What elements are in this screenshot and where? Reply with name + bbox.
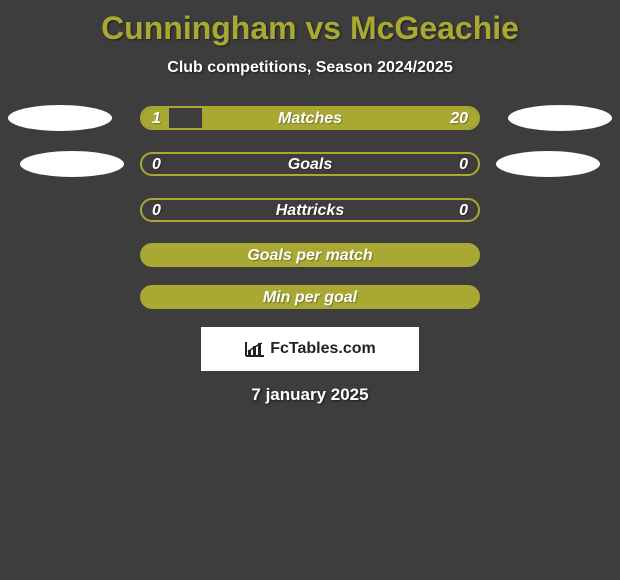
stat-label: Hattricks bbox=[142, 202, 478, 220]
stat-label: Matches bbox=[142, 110, 478, 128]
stat-label: Goals bbox=[142, 156, 478, 174]
subtitle: Club competitions, Season 2024/2025 bbox=[0, 59, 620, 77]
comparison-widget: Cunningham vs McGeachie Club competition… bbox=[0, 0, 620, 405]
badge-text: FcTables.com bbox=[270, 340, 376, 358]
date-text: 7 january 2025 bbox=[0, 385, 620, 405]
player-ellipse-right bbox=[508, 105, 612, 131]
stat-simple-rows: Goals per match Min per goal bbox=[0, 243, 620, 309]
stat-row: 00Hattricks bbox=[0, 197, 620, 225]
stat-bar: 00Hattricks bbox=[140, 198, 480, 222]
stat-bar: 120Matches bbox=[140, 106, 480, 130]
player-ellipse-left bbox=[20, 151, 124, 177]
player-ellipse-left bbox=[8, 105, 112, 131]
player-ellipse-right bbox=[496, 151, 600, 177]
stat-rows: 120Matches 00Goals 00Hattricks bbox=[0, 105, 620, 225]
stat-row: 00Goals bbox=[0, 151, 620, 179]
page-title: Cunningham vs McGeachie bbox=[0, 10, 620, 47]
stat-bar-simple: Min per goal bbox=[140, 285, 480, 309]
source-badge: FcTables.com bbox=[201, 327, 419, 371]
stat-bar-simple: Goals per match bbox=[140, 243, 480, 267]
stat-row: 120Matches bbox=[0, 105, 620, 133]
stat-bar: 00Goals bbox=[140, 152, 480, 176]
stat-label: Goals per match bbox=[142, 247, 478, 265]
chart-icon bbox=[244, 340, 266, 358]
stat-label: Min per goal bbox=[142, 289, 478, 307]
